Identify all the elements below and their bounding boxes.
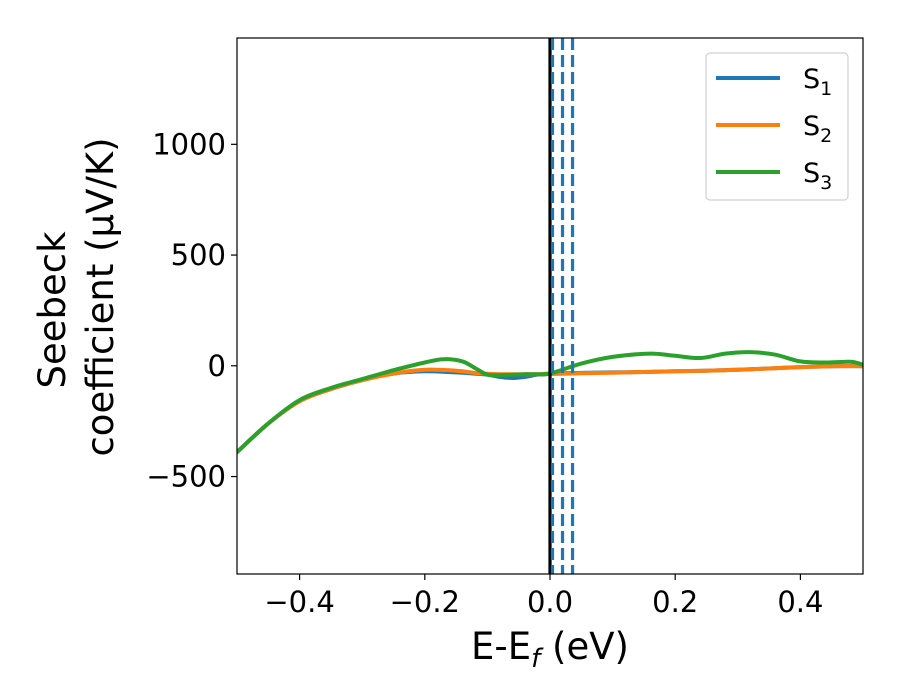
legend-label-s2: S2 — [803, 111, 832, 147]
legend-label-sub: 1 — [820, 78, 832, 100]
y-tick-label: 0 — [208, 349, 226, 383]
x-axis: −0.4 −0.2 0.0 0.2 0.4 — [264, 574, 823, 619]
legend-label-main: S — [803, 111, 820, 142]
x-tick-label: −0.4 — [264, 585, 334, 619]
y-axis-label-line-2: coefficient (μV/K) — [79, 137, 122, 456]
y-axis-label-line-1: Seebeck — [31, 231, 74, 389]
x-axis-label: E-Ef (eV) — [471, 625, 629, 674]
legend-label-main: S — [803, 158, 820, 189]
legend-label-sub: 3 — [820, 172, 832, 194]
legend-label-sub: 2 — [820, 125, 832, 147]
legend-label-main: S — [803, 64, 820, 95]
y-axis-label: Seebeck coefficient (μV/K) — [31, 137, 122, 456]
x-tick-label: 0.0 — [527, 585, 573, 619]
y-axis: −500 0 500 1000 — [146, 127, 237, 494]
series-group — [237, 350, 863, 455]
vertical-reference-lines — [548, 38, 575, 574]
x-axis-label-main: E-E — [471, 625, 531, 668]
y-tick-label: 1000 — [152, 127, 226, 161]
y-tick-label: −500 — [146, 460, 226, 494]
x-tick-label: 0.2 — [652, 585, 698, 619]
x-axis-label-unit: (eV) — [540, 625, 629, 668]
series-line-s3 — [237, 350, 863, 455]
legend-label-s1: S1 — [803, 64, 832, 100]
legend-label-s3: S3 — [803, 158, 832, 194]
x-tick-label: −0.2 — [390, 585, 460, 619]
x-tick-label: 0.4 — [777, 585, 823, 619]
y-tick-label: 500 — [171, 238, 226, 272]
